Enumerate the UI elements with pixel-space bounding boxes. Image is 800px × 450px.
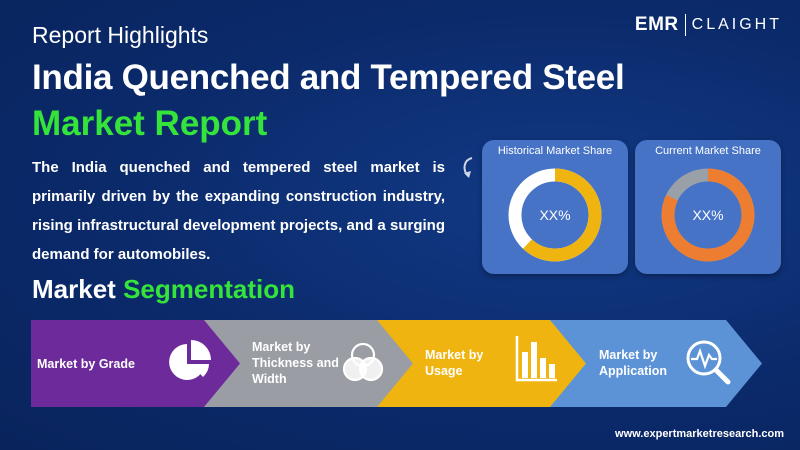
report-title-line2: Market Report bbox=[32, 104, 268, 143]
current-share-donut bbox=[661, 168, 755, 262]
market-summary-text: The India quenched and tempered steel ma… bbox=[32, 159, 445, 263]
segment-usage-label: Market by Usage bbox=[425, 348, 484, 378]
historical-market-share-label: Historical Market Share bbox=[497, 145, 613, 157]
segmentation-heading-white: Market bbox=[32, 274, 116, 304]
magnifier-chart-icon bbox=[686, 340, 731, 385]
segmentation-heading-green: Segmentation bbox=[123, 274, 295, 304]
donut-arc bbox=[508, 168, 602, 262]
venn-icon bbox=[342, 342, 384, 382]
logo-emr-text: EMR bbox=[634, 14, 679, 35]
donut-arc bbox=[661, 168, 755, 262]
current-market-share-card: Current Market Share XX% bbox=[635, 140, 781, 274]
current-share-value: XX% bbox=[692, 207, 724, 223]
emr-claight-logo: EMR CLAIGHT bbox=[635, 12, 782, 38]
logo-divider bbox=[684, 14, 686, 36]
pie-chart-icon bbox=[169, 340, 211, 380]
segment-thickness-label: Market by Thickness and Width bbox=[252, 340, 339, 386]
current-market-share-label: Current Market Share bbox=[655, 145, 761, 157]
report-highlights-label: Report Highlights bbox=[32, 22, 209, 48]
refresh-arrow-icon bbox=[463, 157, 473, 178]
segment-grade-chevron bbox=[31, 320, 243, 407]
historical-share-donut bbox=[508, 168, 602, 262]
historical-share-value: XX% bbox=[539, 207, 571, 223]
website-url: www.expertmarketresearch.com bbox=[615, 428, 784, 440]
historical-market-share-card: Historical Market Share XX% bbox=[482, 140, 628, 274]
report-title-line1: India Quenched and Tempered Steel bbox=[32, 58, 625, 97]
segment-grade-label: Market by Grade bbox=[37, 357, 135, 371]
logo-claight-text: CLAIGHT bbox=[691, 16, 782, 33]
segmentation-heading: Market Segmentation bbox=[32, 274, 295, 305]
bar-chart-icon bbox=[515, 336, 557, 382]
segment-application-label: Market by Application bbox=[599, 348, 668, 378]
